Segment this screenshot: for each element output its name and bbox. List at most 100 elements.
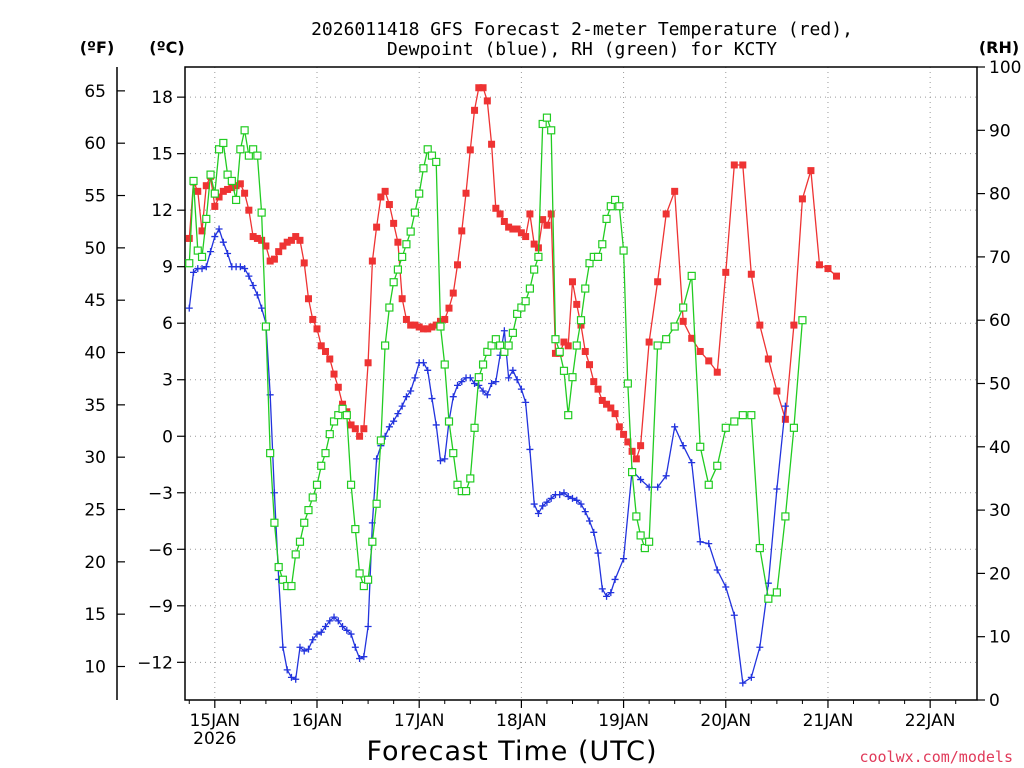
temperature-point — [253, 234, 261, 242]
rh-point — [376, 436, 385, 445]
temperature-point — [322, 347, 330, 355]
temperature-point — [309, 315, 317, 323]
rh-tick-label: 70 — [989, 248, 1011, 268]
dewpoint-point — [436, 457, 444, 465]
rh-point — [772, 588, 781, 597]
dewpoint-point — [424, 366, 432, 374]
rh-point — [747, 411, 756, 420]
temperature-point — [662, 210, 670, 218]
temperature-point — [287, 236, 295, 244]
rh-point — [449, 449, 458, 458]
rh-tick-label: 20 — [989, 564, 1011, 584]
dewpoint-point — [594, 549, 602, 557]
temperature-point — [620, 430, 628, 438]
dewpoint-point — [190, 268, 198, 276]
rh-point — [525, 284, 535, 293]
fahrenheit-tick-label: 45 — [84, 291, 106, 311]
dewpoint-point — [722, 583, 730, 591]
dewpoint-point — [373, 455, 381, 463]
dewpoint-point — [483, 391, 491, 399]
temperature-point — [241, 189, 249, 197]
rh-point — [398, 252, 407, 261]
dewpoint-point — [577, 500, 585, 508]
rh-point — [419, 164, 428, 173]
temperature-point — [513, 225, 521, 233]
dewpoint-point — [202, 263, 210, 271]
dewpoint-point — [219, 238, 227, 246]
temperature-point — [581, 347, 589, 355]
dewpoint-point — [513, 376, 521, 384]
temperature-point — [832, 272, 840, 280]
rh-point — [798, 316, 807, 325]
dewpoint-point — [360, 653, 368, 661]
time-tick-label: 18JAN — [496, 711, 547, 731]
rh-point — [491, 335, 500, 344]
celsius-tick-label: −9 — [148, 597, 173, 617]
dewpoint-point — [590, 528, 598, 536]
temperature-point — [645, 338, 653, 346]
rh-point — [304, 506, 313, 515]
dewpoint-point — [730, 611, 738, 619]
temperature-point — [411, 321, 419, 329]
dewpoint-point — [347, 630, 355, 638]
temperature-point — [475, 84, 483, 92]
dewpoint-point — [539, 502, 547, 510]
rh-tick-label: 0 — [989, 691, 1000, 711]
rh-tick-label: 10 — [989, 628, 1011, 648]
temperature-point — [560, 338, 568, 346]
celsius-tick-label: 12 — [151, 201, 173, 221]
dewpoint-point — [292, 675, 300, 683]
dewpoint-point — [479, 387, 487, 395]
celsius-tick-label: 18 — [151, 88, 173, 108]
rh-point — [713, 461, 722, 470]
rh-point — [193, 246, 202, 255]
rh-point — [329, 417, 339, 426]
time-tick-label: 20JAN — [700, 711, 751, 731]
rh-point — [662, 335, 671, 344]
rh-point — [359, 581, 368, 591]
rh-point — [321, 449, 330, 458]
dewpoint-point — [607, 589, 615, 597]
temperature-point — [415, 323, 423, 331]
series-dewpoint — [185, 225, 789, 687]
dewpoint-point — [304, 645, 312, 653]
celsius-tick-label: 6 — [162, 314, 173, 334]
rh-point — [351, 524, 360, 534]
temperature-point — [790, 321, 798, 329]
fahrenheit-tick-label: 60 — [84, 134, 106, 154]
temperature-point — [530, 240, 538, 248]
temperature-point — [445, 304, 453, 312]
temperature-point — [360, 425, 368, 433]
rh-point — [632, 512, 641, 521]
temperature-point — [568, 278, 576, 286]
temperature-point — [356, 432, 364, 440]
temperature-point — [313, 325, 321, 333]
temperature-point — [368, 257, 376, 265]
fahrenheit-tick-label: 20 — [84, 553, 106, 573]
celsius-axis: 18 15 12 9 6 3 0 −3 −6 −9 −12 — [137, 88, 185, 673]
rh-point — [440, 360, 449, 369]
dewpoint-point — [560, 489, 568, 497]
celsius-tick-label: −12 — [137, 653, 173, 673]
temperature-point — [637, 442, 645, 450]
dewpoint-point — [488, 380, 496, 387]
time-tick-label: 15JAN — [189, 711, 240, 731]
rh-point — [623, 379, 632, 388]
dewpoint-point — [517, 385, 525, 393]
temperature-point — [390, 219, 398, 227]
temperature-point — [449, 289, 457, 297]
credit-label: coolwx.com/models — [859, 748, 1013, 766]
rh-point — [721, 423, 730, 432]
temperature-point — [488, 140, 496, 148]
temperature-point — [407, 321, 415, 329]
temperature-point — [824, 265, 832, 273]
fahrenheit-tick-label: 40 — [84, 344, 106, 364]
rh-point — [270, 518, 279, 527]
dewpoint-point — [296, 643, 304, 651]
series-layer — [185, 84, 840, 687]
dewpoint-point — [509, 366, 517, 374]
temperature-point — [509, 225, 517, 233]
temperature-point — [539, 216, 547, 224]
chart-title-line1: 2026011418 GFS Forecast 2-meter Temperat… — [311, 19, 853, 40]
rh-point — [257, 208, 266, 217]
